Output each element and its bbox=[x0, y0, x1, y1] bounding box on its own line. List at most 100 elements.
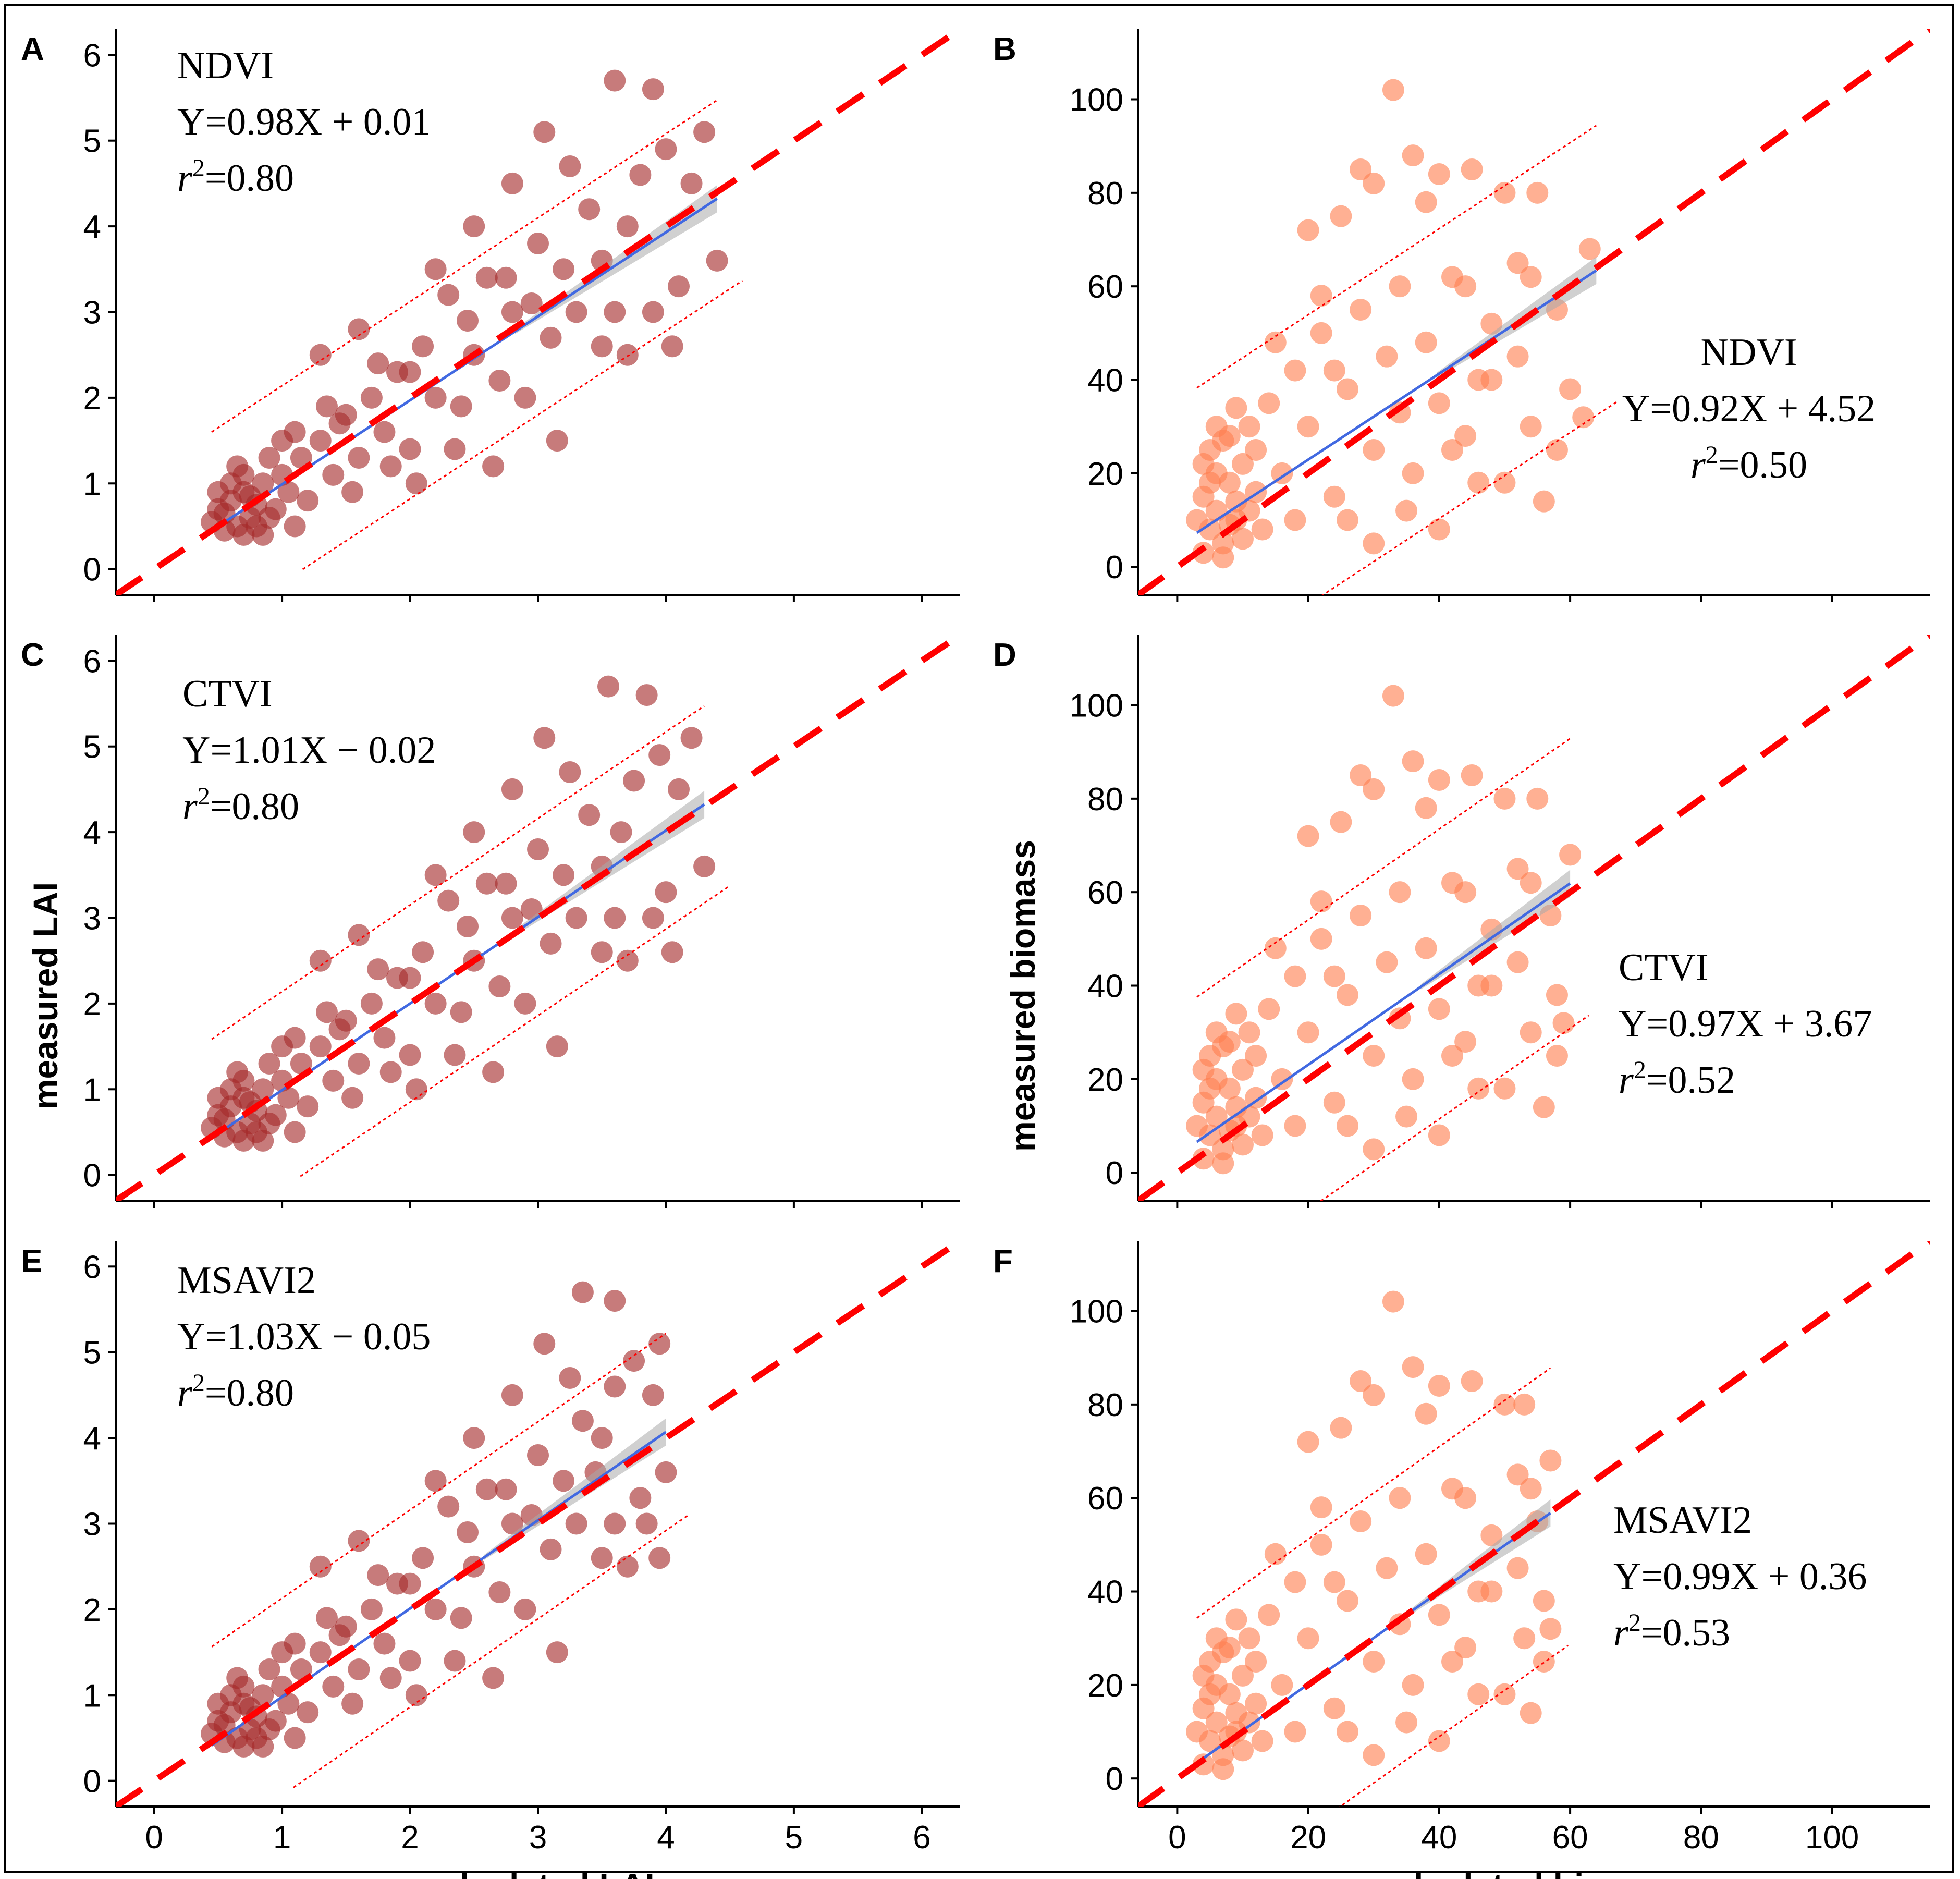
data-point bbox=[475, 1478, 498, 1500]
data-point bbox=[373, 1632, 396, 1655]
data-point bbox=[1520, 1021, 1542, 1044]
data-point bbox=[264, 1710, 287, 1732]
data-point bbox=[1533, 490, 1555, 513]
data-point bbox=[540, 932, 562, 955]
data-point bbox=[501, 907, 523, 929]
data-point bbox=[1192, 1148, 1215, 1170]
y-tick-label: 80 bbox=[1087, 782, 1123, 818]
data-point bbox=[424, 258, 447, 280]
data-point bbox=[527, 232, 549, 254]
r-squared-value: =0.80 bbox=[205, 157, 294, 200]
data-point bbox=[495, 266, 517, 289]
x-tick-label: 20 bbox=[1290, 1820, 1326, 1856]
data-point bbox=[1192, 453, 1215, 475]
data-point bbox=[1245, 1045, 1267, 1067]
data-point bbox=[1395, 499, 1418, 522]
y-tick-label: 20 bbox=[1087, 1062, 1123, 1098]
data-point bbox=[1513, 1627, 1536, 1650]
data-point bbox=[360, 386, 383, 409]
data-point bbox=[437, 1495, 460, 1518]
y-tick-label: 0 bbox=[83, 552, 101, 588]
data-point bbox=[264, 1104, 287, 1126]
data-point bbox=[546, 1641, 568, 1664]
data-point bbox=[661, 941, 683, 963]
data-point bbox=[252, 1129, 274, 1152]
data-point bbox=[1467, 1683, 1490, 1705]
y-tick-label: 2 bbox=[83, 986, 101, 1022]
y-tick-label: 0 bbox=[1106, 1155, 1123, 1191]
r-squared-value: =0.80 bbox=[205, 1372, 294, 1414]
data-point bbox=[322, 463, 345, 486]
data-point bbox=[1520, 416, 1542, 438]
data-point bbox=[424, 386, 447, 409]
data-point bbox=[1572, 406, 1595, 429]
data-point bbox=[501, 1512, 523, 1535]
data-point bbox=[1212, 546, 1234, 569]
data-point bbox=[1546, 439, 1568, 461]
y-tick-label: 5 bbox=[83, 124, 101, 160]
figure-border bbox=[4, 4, 1954, 1873]
data-point bbox=[1336, 984, 1358, 1006]
data-point bbox=[1336, 1721, 1358, 1743]
data-point bbox=[1336, 378, 1358, 400]
data-point bbox=[399, 438, 421, 460]
data-point bbox=[1520, 1702, 1542, 1724]
data-point bbox=[1493, 787, 1516, 810]
y-tick-label: 1 bbox=[83, 1678, 101, 1714]
data-point bbox=[616, 344, 639, 366]
data-point bbox=[1533, 1590, 1555, 1612]
data-point bbox=[1415, 1402, 1437, 1425]
data-point bbox=[1330, 811, 1352, 833]
data-point bbox=[1225, 1003, 1247, 1025]
data-point bbox=[565, 301, 587, 323]
data-point bbox=[1402, 462, 1424, 484]
data-point bbox=[1245, 1692, 1267, 1715]
data-point bbox=[1402, 1356, 1424, 1378]
data-point bbox=[591, 1427, 613, 1449]
panel-label: D bbox=[993, 637, 1016, 673]
data-point bbox=[348, 1658, 370, 1680]
index-name: CTVI bbox=[1619, 946, 1709, 989]
data-point bbox=[316, 395, 338, 418]
data-point bbox=[527, 1444, 549, 1466]
data-point bbox=[553, 258, 575, 280]
data-point bbox=[1297, 416, 1319, 438]
plot-area bbox=[116, 29, 960, 595]
data-point bbox=[360, 1598, 383, 1620]
data-point bbox=[655, 138, 677, 161]
data-point bbox=[527, 838, 549, 860]
r-superscript: 2 bbox=[1628, 1609, 1641, 1637]
data-point bbox=[1231, 1739, 1254, 1762]
data-point bbox=[1284, 1721, 1306, 1743]
one-to-one-line bbox=[1138, 1241, 1930, 1807]
data-point bbox=[258, 1658, 280, 1680]
data-point bbox=[284, 1121, 306, 1143]
data-point bbox=[1350, 905, 1372, 927]
data-point bbox=[642, 78, 664, 101]
data-point bbox=[341, 1087, 364, 1109]
data-point bbox=[348, 318, 370, 340]
data-point bbox=[1271, 1068, 1293, 1090]
data-point bbox=[1284, 1115, 1306, 1137]
data-point bbox=[1539, 1618, 1562, 1640]
data-point bbox=[1225, 397, 1247, 419]
data-point bbox=[1402, 144, 1424, 167]
data-point bbox=[1310, 890, 1332, 913]
data-point bbox=[444, 1650, 466, 1672]
y-tick-label: 40 bbox=[1087, 363, 1123, 399]
data-point bbox=[546, 1035, 568, 1058]
y-tick-label: 3 bbox=[83, 295, 101, 331]
data-point bbox=[1382, 1290, 1404, 1313]
y-tick-label: 60 bbox=[1087, 875, 1123, 911]
data-point bbox=[661, 335, 683, 358]
data-point bbox=[629, 164, 652, 186]
data-point bbox=[450, 395, 472, 418]
data-point bbox=[1376, 1557, 1398, 1579]
data-point bbox=[578, 198, 601, 221]
data-point bbox=[1533, 1096, 1555, 1118]
y-tick-label: 1 bbox=[83, 1072, 101, 1108]
data-point bbox=[277, 1087, 300, 1109]
data-point bbox=[1231, 1664, 1254, 1687]
data-point bbox=[604, 69, 626, 92]
